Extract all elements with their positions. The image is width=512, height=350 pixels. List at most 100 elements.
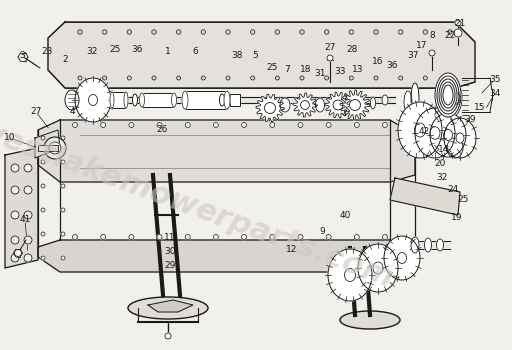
Circle shape bbox=[73, 122, 77, 127]
Circle shape bbox=[24, 254, 32, 262]
Text: 30: 30 bbox=[164, 247, 176, 257]
Text: 37: 37 bbox=[407, 50, 419, 60]
Bar bbox=[230, 94, 240, 106]
Text: 34: 34 bbox=[489, 89, 501, 98]
Text: 18: 18 bbox=[300, 65, 312, 75]
Ellipse shape bbox=[124, 92, 128, 108]
Text: 22: 22 bbox=[444, 32, 456, 41]
Ellipse shape bbox=[447, 138, 463, 158]
Circle shape bbox=[185, 122, 190, 127]
Circle shape bbox=[61, 256, 65, 260]
Circle shape bbox=[101, 122, 105, 127]
Ellipse shape bbox=[444, 118, 476, 158]
Circle shape bbox=[165, 333, 171, 339]
Circle shape bbox=[11, 254, 19, 262]
Ellipse shape bbox=[315, 98, 325, 112]
Circle shape bbox=[325, 30, 329, 34]
Text: 19: 19 bbox=[451, 212, 463, 222]
Circle shape bbox=[61, 136, 65, 140]
Text: 12: 12 bbox=[286, 245, 297, 254]
Circle shape bbox=[152, 76, 156, 80]
Circle shape bbox=[226, 76, 230, 80]
Circle shape bbox=[301, 100, 309, 110]
Circle shape bbox=[242, 122, 247, 127]
Circle shape bbox=[382, 234, 388, 239]
Text: 11: 11 bbox=[164, 233, 176, 243]
Ellipse shape bbox=[139, 93, 144, 107]
Circle shape bbox=[41, 160, 45, 164]
Text: 25: 25 bbox=[266, 63, 278, 72]
Circle shape bbox=[349, 76, 353, 80]
Circle shape bbox=[41, 136, 45, 140]
Circle shape bbox=[398, 30, 403, 34]
Text: 36: 36 bbox=[131, 46, 143, 55]
Circle shape bbox=[333, 100, 343, 110]
Circle shape bbox=[127, 30, 132, 34]
Ellipse shape bbox=[397, 252, 407, 264]
Circle shape bbox=[298, 234, 303, 239]
Circle shape bbox=[157, 122, 162, 127]
Text: 13: 13 bbox=[352, 65, 364, 75]
Ellipse shape bbox=[443, 130, 453, 140]
Text: 35: 35 bbox=[489, 75, 501, 84]
Bar bbox=[410, 241, 450, 249]
Circle shape bbox=[455, 20, 461, 26]
Bar bbox=[185, 91, 227, 109]
Polygon shape bbox=[38, 240, 415, 272]
Ellipse shape bbox=[424, 238, 432, 252]
Text: 17: 17 bbox=[416, 42, 428, 50]
Ellipse shape bbox=[430, 127, 440, 139]
Bar bbox=[95, 97, 395, 103]
Ellipse shape bbox=[411, 237, 419, 253]
Text: 3: 3 bbox=[19, 51, 25, 61]
Circle shape bbox=[374, 76, 378, 80]
Ellipse shape bbox=[65, 90, 79, 110]
Polygon shape bbox=[325, 92, 351, 118]
Text: 9: 9 bbox=[319, 228, 325, 237]
Ellipse shape bbox=[89, 94, 97, 105]
Circle shape bbox=[61, 232, 65, 236]
Circle shape bbox=[399, 76, 402, 80]
Circle shape bbox=[298, 122, 303, 127]
Ellipse shape bbox=[371, 97, 375, 109]
Polygon shape bbox=[148, 300, 193, 312]
Text: 6: 6 bbox=[192, 48, 198, 56]
Ellipse shape bbox=[415, 123, 425, 137]
Text: 23: 23 bbox=[41, 48, 53, 56]
Ellipse shape bbox=[437, 239, 443, 251]
Circle shape bbox=[78, 76, 82, 80]
Ellipse shape bbox=[220, 94, 224, 106]
Circle shape bbox=[448, 76, 452, 80]
Circle shape bbox=[350, 99, 360, 111]
Ellipse shape bbox=[398, 102, 442, 158]
Circle shape bbox=[354, 234, 359, 239]
Circle shape bbox=[423, 30, 428, 34]
Circle shape bbox=[382, 122, 388, 127]
Circle shape bbox=[24, 236, 32, 244]
Circle shape bbox=[61, 160, 65, 164]
Text: 10: 10 bbox=[4, 133, 16, 142]
Ellipse shape bbox=[440, 87, 460, 109]
Ellipse shape bbox=[439, 79, 457, 111]
Ellipse shape bbox=[438, 78, 462, 118]
Ellipse shape bbox=[49, 142, 61, 154]
Text: 36: 36 bbox=[386, 62, 398, 70]
Ellipse shape bbox=[75, 78, 111, 122]
Text: 39: 39 bbox=[464, 116, 476, 125]
Circle shape bbox=[11, 236, 19, 244]
Bar bbox=[142, 93, 174, 107]
Circle shape bbox=[300, 30, 304, 34]
Circle shape bbox=[327, 55, 333, 61]
Circle shape bbox=[201, 30, 205, 34]
Ellipse shape bbox=[404, 91, 412, 113]
Circle shape bbox=[177, 30, 181, 34]
Ellipse shape bbox=[224, 91, 230, 109]
Ellipse shape bbox=[328, 249, 372, 301]
Ellipse shape bbox=[456, 133, 464, 143]
Text: 2: 2 bbox=[62, 56, 68, 64]
Circle shape bbox=[354, 122, 359, 127]
Circle shape bbox=[214, 234, 219, 239]
Circle shape bbox=[300, 76, 304, 80]
Circle shape bbox=[157, 234, 162, 239]
Ellipse shape bbox=[128, 297, 208, 319]
